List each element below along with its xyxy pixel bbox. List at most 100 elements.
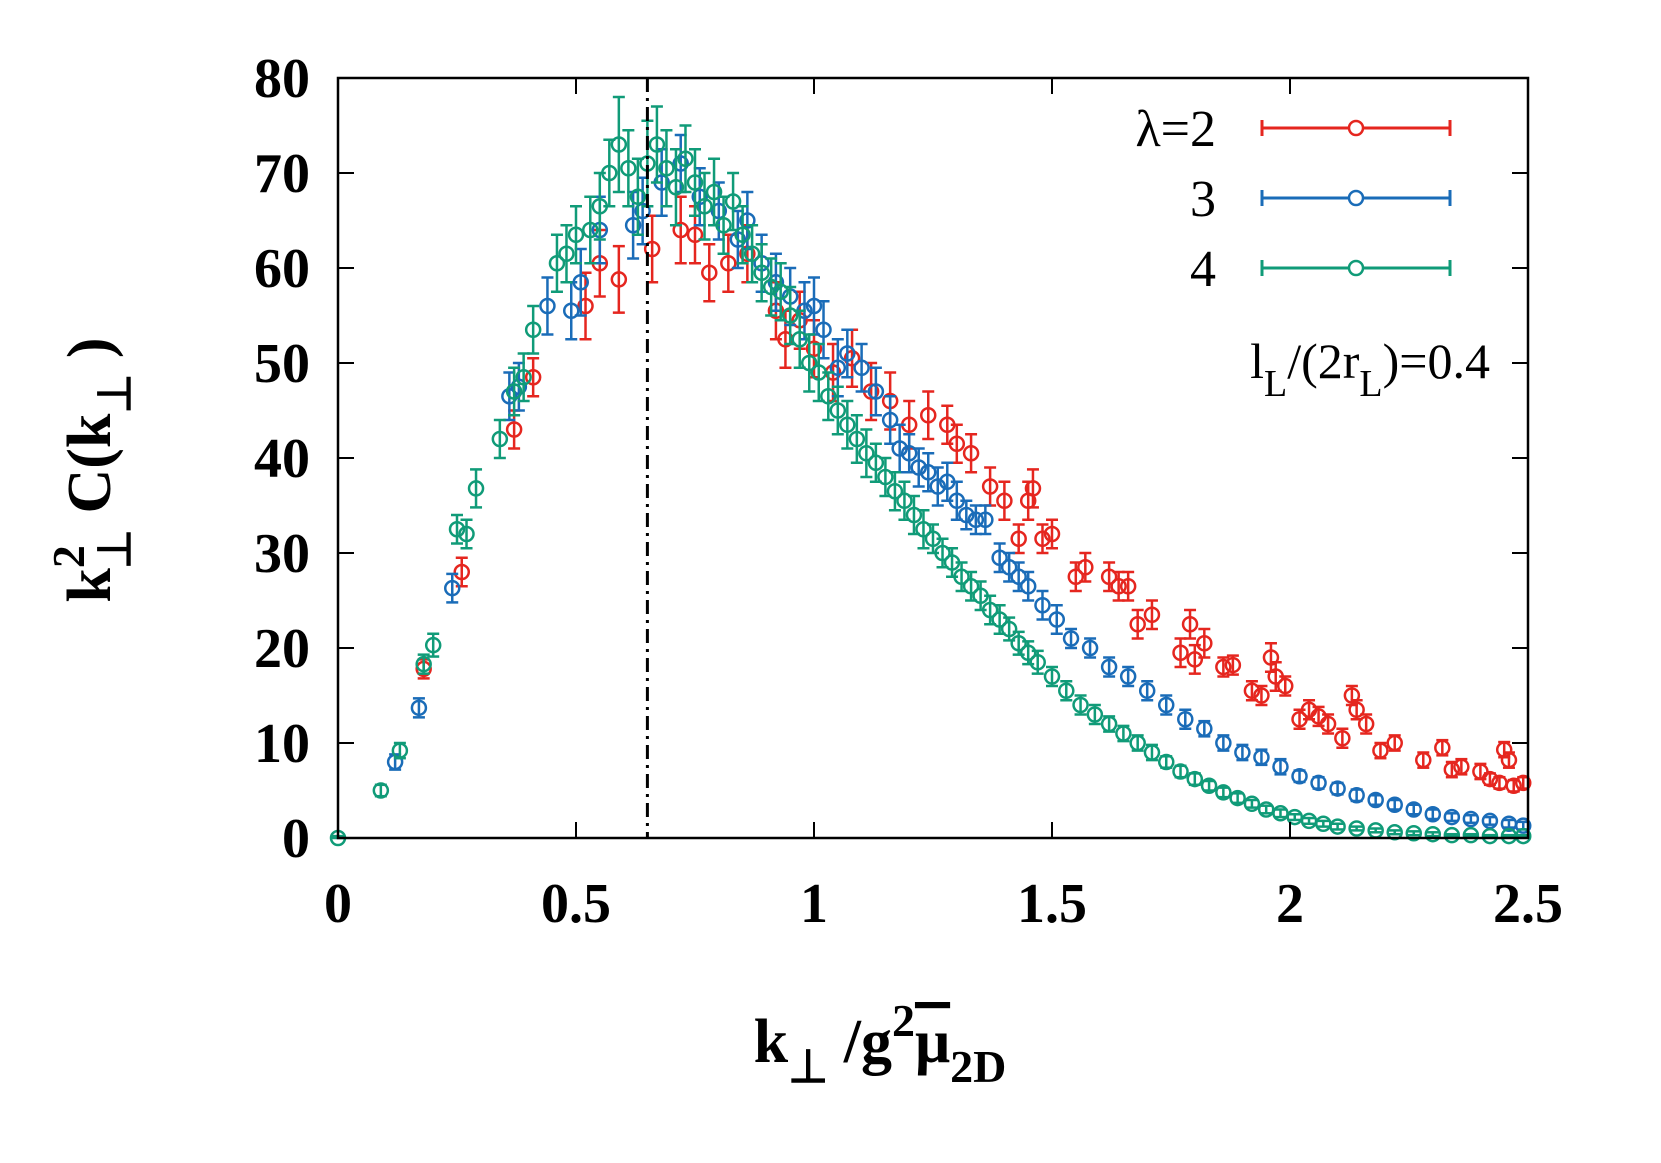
marker [1319, 715, 1337, 733]
marker [1062, 630, 1080, 647]
data-point [1072, 694, 1089, 716]
data-point [1229, 789, 1246, 807]
marker [1043, 668, 1061, 685]
data-point [1262, 642, 1280, 673]
marker [1186, 770, 1204, 788]
data-point [900, 433, 918, 474]
data-point [867, 442, 885, 483]
y-tick-label: 50 [254, 333, 310, 395]
marker [1010, 568, 1027, 585]
x-tick-label: 2 [1276, 873, 1304, 935]
marker [715, 217, 732, 234]
legend-item-4: 4 [1190, 241, 1452, 298]
marker [1029, 654, 1046, 671]
marker [1462, 826, 1480, 844]
legend-label: 4 [1190, 241, 1216, 298]
data-point [415, 653, 432, 675]
y-tick-label: 70 [254, 143, 310, 205]
data-point [734, 205, 751, 265]
data-point [1043, 518, 1061, 550]
marker [743, 245, 761, 262]
data-point [1343, 684, 1361, 707]
marker [601, 164, 618, 182]
x-axis-label: k⊥ /g2μ2D [754, 995, 1007, 1092]
marker [1310, 774, 1327, 792]
legend-marker [1347, 189, 1365, 207]
series-3 [386, 133, 1532, 834]
data-point [1334, 727, 1351, 749]
data-point [791, 309, 808, 369]
data-point [667, 148, 685, 227]
data-point [1172, 763, 1189, 780]
data-point [1143, 743, 1161, 762]
data-point [1215, 656, 1232, 678]
marker [829, 402, 847, 419]
marker [1329, 818, 1346, 835]
marker [981, 478, 999, 495]
marker [1272, 758, 1289, 775]
data-point [805, 276, 823, 336]
marker [962, 445, 980, 462]
marker [734, 226, 751, 243]
marker [1386, 796, 1403, 813]
marker [1172, 763, 1189, 780]
data-point [1257, 801, 1275, 818]
marker [919, 407, 937, 424]
marker [1215, 784, 1232, 801]
data-point [705, 157, 723, 227]
data-point [567, 205, 585, 265]
y-tick-label: 20 [254, 618, 310, 680]
data-point [905, 494, 923, 536]
data-point [953, 561, 970, 593]
marker [1229, 789, 1246, 807]
marker [391, 742, 409, 759]
data-point [443, 572, 461, 604]
data-point [582, 195, 599, 265]
marker [1034, 597, 1051, 614]
data-point [1291, 768, 1308, 785]
marker [1119, 668, 1137, 685]
marker [453, 563, 471, 581]
marker [867, 383, 885, 400]
data-point [1415, 751, 1432, 769]
marker [634, 202, 651, 220]
marker [458, 525, 475, 543]
marker [829, 359, 847, 376]
marker [1334, 730, 1351, 747]
data-point [1000, 616, 1018, 642]
data-point [1019, 570, 1037, 602]
data-point [981, 594, 999, 626]
data-point [977, 504, 994, 536]
data-point [1048, 604, 1066, 635]
marker [701, 264, 718, 281]
data-point [1119, 570, 1137, 602]
data-point [672, 195, 689, 265]
data-point [910, 447, 927, 488]
marker [686, 226, 704, 243]
data-point [1186, 770, 1204, 788]
data-point [562, 281, 580, 341]
marker [1291, 768, 1308, 785]
data-point [1310, 774, 1327, 792]
marker [648, 136, 666, 153]
marker [672, 155, 689, 172]
marker [548, 255, 566, 272]
marker [1367, 791, 1384, 809]
data-point [610, 244, 628, 314]
marker [467, 480, 485, 497]
marker [729, 231, 747, 248]
marker [1172, 644, 1189, 661]
marker [424, 636, 442, 654]
x-tick-label: 0.5 [541, 873, 611, 935]
marker [577, 297, 594, 315]
data-point [1243, 795, 1261, 813]
data-point [743, 224, 761, 284]
x-tick-label: 0 [324, 873, 352, 935]
marker [1405, 825, 1423, 842]
data-point [1157, 694, 1175, 716]
marker [839, 345, 856, 362]
marker [1243, 682, 1261, 699]
x-tick-label: 2.5 [1493, 873, 1563, 935]
marker [753, 264, 770, 281]
legend: λ=2 3 4 [1135, 101, 1452, 298]
